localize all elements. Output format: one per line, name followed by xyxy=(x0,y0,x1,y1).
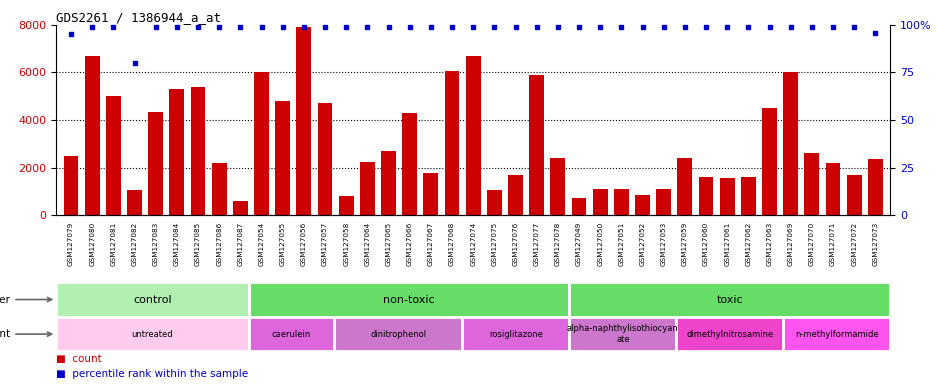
Bar xyxy=(761,108,776,215)
Text: caerulein: caerulein xyxy=(271,329,311,339)
Bar xyxy=(296,27,311,215)
Text: GDS2261 / 1386944_a_at: GDS2261 / 1386944_a_at xyxy=(56,11,221,24)
Bar xyxy=(84,56,99,215)
Bar xyxy=(169,89,184,215)
Text: non-toxic: non-toxic xyxy=(383,295,434,305)
Bar xyxy=(402,113,417,215)
Bar xyxy=(359,162,374,215)
Bar xyxy=(487,190,501,215)
Bar xyxy=(846,175,861,215)
Bar xyxy=(212,163,227,215)
Text: agent: agent xyxy=(0,329,51,339)
Bar xyxy=(334,317,462,351)
Bar xyxy=(740,177,755,215)
Bar xyxy=(317,103,332,215)
Bar xyxy=(64,156,79,215)
Bar xyxy=(635,195,650,215)
Text: untreated: untreated xyxy=(131,329,173,339)
Text: alpha-naphthylisothiocyan
ate: alpha-naphthylisothiocyan ate xyxy=(566,324,678,344)
Bar xyxy=(592,189,607,215)
Bar xyxy=(445,71,459,215)
Bar xyxy=(782,317,889,351)
Bar xyxy=(248,282,569,317)
Bar xyxy=(339,196,353,215)
Text: other: other xyxy=(0,295,51,305)
Bar xyxy=(465,56,480,215)
Bar xyxy=(613,189,628,215)
Bar xyxy=(804,153,818,215)
Bar xyxy=(190,87,205,215)
Text: toxic: toxic xyxy=(716,295,742,305)
Text: dinitrophenol: dinitrophenol xyxy=(370,329,426,339)
Bar xyxy=(571,199,586,215)
Bar xyxy=(56,282,248,317)
Bar xyxy=(655,189,670,215)
Bar xyxy=(254,73,269,215)
Bar xyxy=(423,174,438,215)
Bar xyxy=(56,317,248,351)
Bar xyxy=(248,317,334,351)
Bar xyxy=(698,177,712,215)
Bar xyxy=(867,159,882,215)
Bar xyxy=(569,282,889,317)
Bar xyxy=(507,175,522,215)
Bar xyxy=(549,158,564,215)
Bar xyxy=(275,101,290,215)
Bar xyxy=(782,73,797,215)
Text: dimethylnitrosamine: dimethylnitrosamine xyxy=(685,329,772,339)
Text: control: control xyxy=(133,295,171,305)
Bar xyxy=(462,317,569,351)
Bar xyxy=(719,178,734,215)
Text: ■  count: ■ count xyxy=(56,354,102,364)
Bar xyxy=(676,317,782,351)
Bar xyxy=(569,317,676,351)
Text: n-methylformamide: n-methylformamide xyxy=(794,329,878,339)
Bar xyxy=(233,201,247,215)
Bar xyxy=(381,151,396,215)
Bar xyxy=(148,112,163,215)
Bar xyxy=(825,163,840,215)
Bar xyxy=(106,96,121,215)
Bar xyxy=(677,158,692,215)
Text: ■  percentile rank within the sample: ■ percentile rank within the sample xyxy=(56,369,248,379)
Bar xyxy=(529,75,544,215)
Text: rosiglitazone: rosiglitazone xyxy=(489,329,542,339)
Bar xyxy=(127,190,141,215)
